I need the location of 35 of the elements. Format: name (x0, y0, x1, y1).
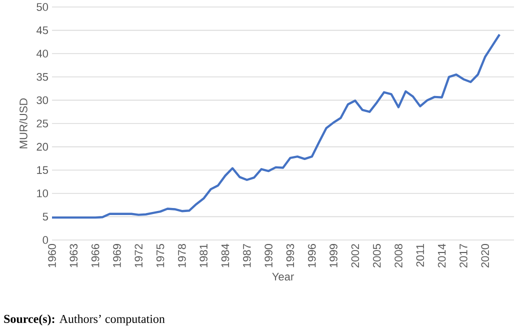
y-tick-label: 25 (36, 120, 48, 128)
x-tick-label: 1999 (330, 244, 338, 268)
text: Source(s): Authors’ computation (4, 314, 165, 326)
x-tick-label: 1993 (286, 244, 294, 268)
x-tick-label: 1987 (243, 244, 251, 268)
x-axis-title: Year (272, 272, 294, 281)
x-tick-label: 1981 (200, 244, 208, 268)
x-tick-label: 2008 (394, 244, 402, 268)
y-axis-title: MUR/USD (19, 98, 28, 148)
y-tick-label: 45 (36, 26, 48, 34)
x-tick-label: 2020 (481, 244, 490, 268)
x-tick-label: 1969 (113, 244, 121, 268)
x-tick-label: 1972 (134, 244, 143, 268)
x-tick-label: 1960 (48, 244, 56, 268)
y-tick-label: 15 (37, 166, 48, 174)
x-tick-label: 1978 (178, 244, 186, 268)
x-tick-label: 2005 (372, 244, 381, 268)
y-tick-label: 20 (36, 142, 48, 151)
x-tick-label: 1996 (308, 244, 316, 268)
y-tick-label: 10 (37, 190, 48, 198)
x-tick-label: 1966 (91, 244, 100, 268)
x-tick-label: 2002 (351, 244, 360, 268)
y-tick-label: 40 (36, 50, 48, 58)
y-tick-label: 50 (36, 3, 48, 11)
x-tick-label: 1984 (221, 244, 230, 268)
x-tick-label: 1975 (156, 244, 164, 268)
x-tick-label: 1963 (70, 244, 78, 268)
x-tick-label: 2014 (438, 244, 446, 268)
x-tick-label: 1990 (264, 244, 272, 268)
y-tick-label: 35 (36, 73, 48, 81)
x-tick-label: 2017 (460, 244, 468, 268)
x-tick-label: 2011 (416, 244, 424, 267)
y-tick-label: 0 (42, 236, 48, 244)
y-tick-label: 30 (36, 96, 48, 104)
y-tick-label: 5 (42, 212, 48, 221)
